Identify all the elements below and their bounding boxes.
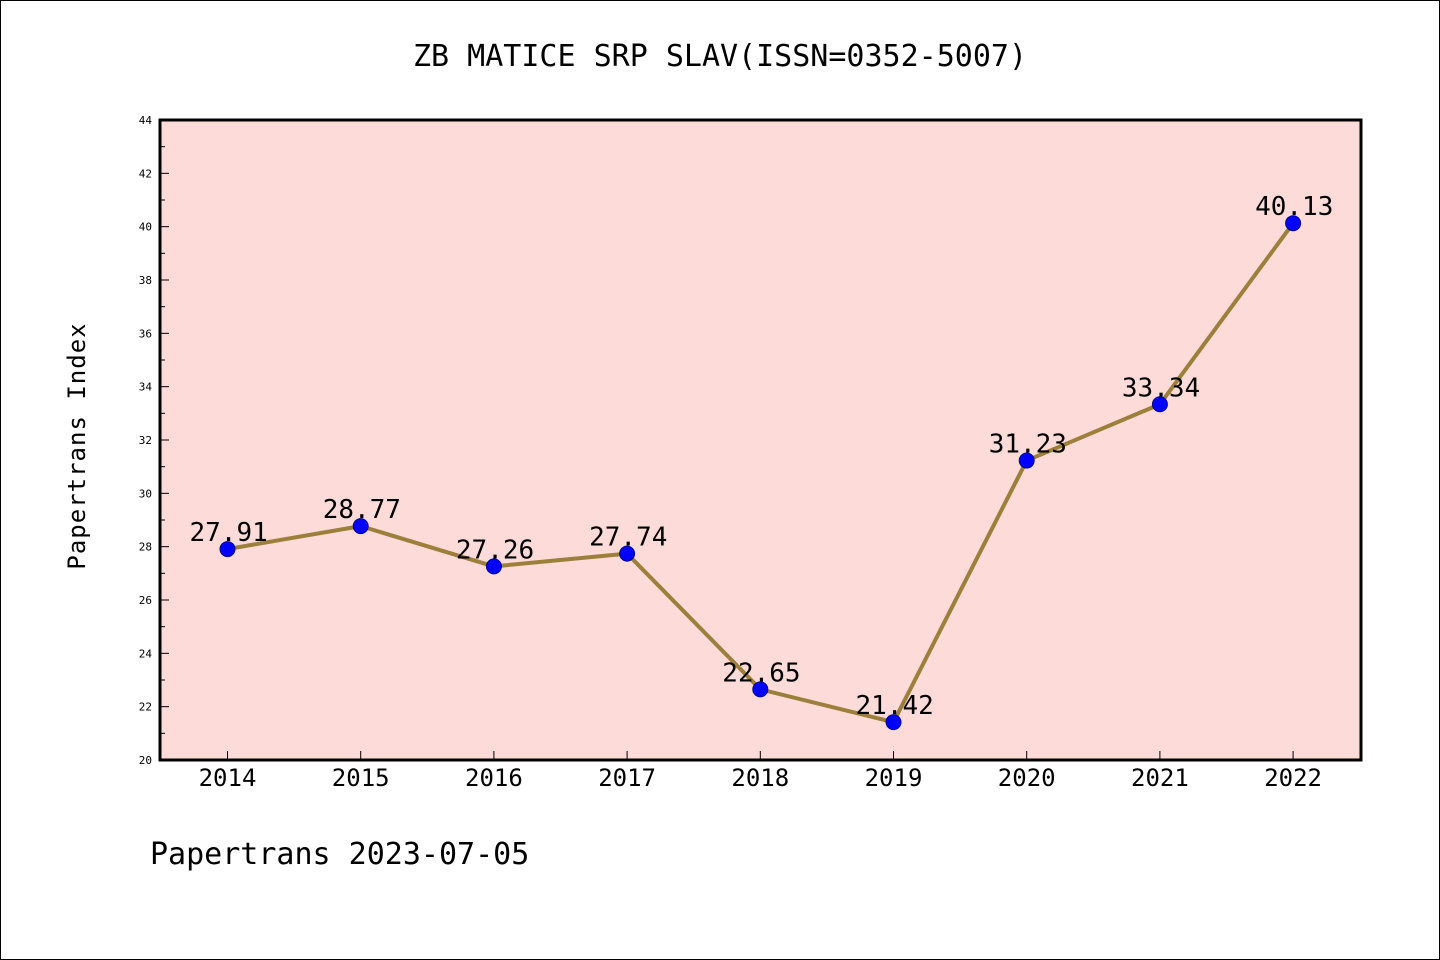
data-label: 33.34 [1122, 373, 1200, 403]
data-point [352, 518, 369, 535]
x-tick-label: 2019 [865, 764, 923, 792]
y-tick-label: 40 [139, 221, 152, 234]
data-label: 22.65 [722, 658, 800, 688]
data-point [485, 558, 502, 575]
y-axis-ticks: 20 22 24 26 28 30 32 34 36 38 40 42 44 [139, 114, 169, 767]
x-tick-label: 2016 [465, 764, 523, 792]
y-tick-label: 36 [139, 327, 152, 340]
data-point [1285, 215, 1302, 232]
x-tick-label: 2022 [1264, 764, 1322, 792]
data-point [219, 541, 236, 558]
y-tick-label: 38 [139, 274, 152, 287]
y-tick-label: 26 [139, 594, 152, 607]
data-label: 27.74 [589, 523, 667, 553]
x-tick-label: 2021 [1131, 764, 1189, 792]
data-point [885, 714, 902, 731]
y-tick-label: 24 [139, 647, 153, 660]
data-label: 31.23 [989, 430, 1067, 460]
y-tick-label: 32 [139, 434, 152, 447]
data-label: 40.13 [1255, 192, 1333, 222]
y-tick-label: 44 [139, 114, 153, 127]
y-axis-label: Papertrans Index [63, 322, 91, 569]
y-tick-label: 34 [139, 381, 153, 394]
y-tick-label: 42 [139, 167, 152, 180]
data-point [619, 545, 636, 562]
data-label: 21.42 [856, 691, 934, 721]
data-label: 27.26 [456, 535, 534, 565]
y-tick-label: 20 [139, 754, 152, 767]
x-tick-label: 2020 [998, 764, 1056, 792]
x-tick-label: 2014 [199, 764, 257, 792]
chart-title: ZB MATICE SRP SLAV(ISSN=0352-5007) [413, 39, 1027, 74]
plot-area [160, 120, 1361, 760]
x-tick-label: 2017 [598, 764, 656, 792]
y-tick-label: 28 [139, 541, 152, 554]
data-series [219, 215, 1302, 731]
x-tick-label: 2018 [731, 764, 789, 792]
y-tick-label: 30 [139, 487, 152, 500]
footer-text: Papertrans 2023-07-05 [150, 837, 529, 872]
x-axis-ticks: 2014 2015 2016 2017 2018 2019 2020 2021 2022 [199, 751, 1322, 792]
data-labels: 27.91 28.77 27.26 27.74 22.65 21.42 31.23 33.34… [190, 192, 1334, 721]
y-tick-label: 22 [139, 701, 152, 714]
plot-border [158, 118, 1363, 762]
data-label: 27.91 [190, 518, 268, 548]
data-point [1151, 396, 1168, 413]
data-point [752, 681, 769, 698]
data-label: 28.77 [323, 495, 401, 525]
x-tick-label: 2015 [332, 764, 390, 792]
data-point [1018, 452, 1035, 469]
